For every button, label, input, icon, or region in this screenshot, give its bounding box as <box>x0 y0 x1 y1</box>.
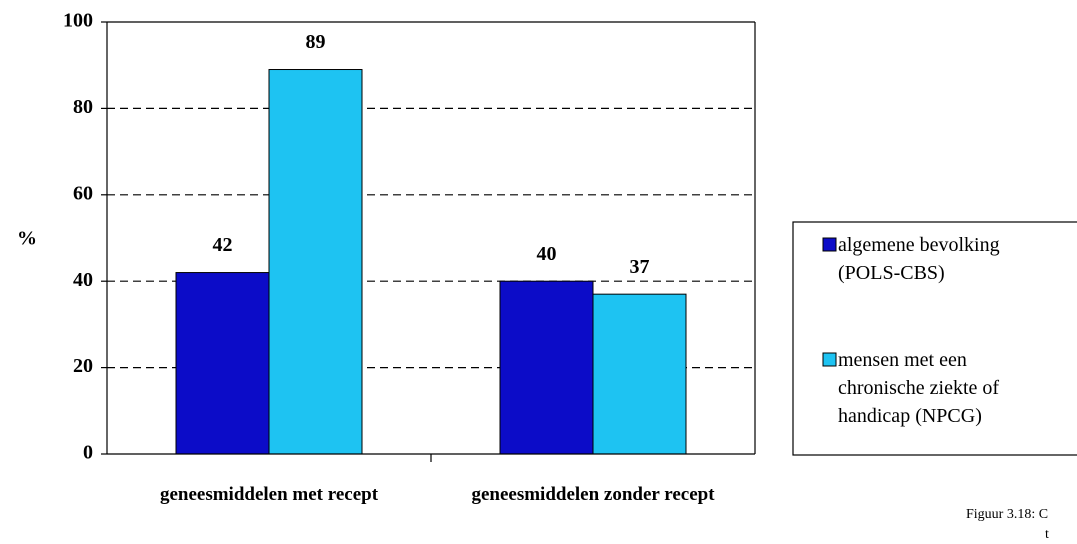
y-tick-label: 0 <box>83 442 93 464</box>
value-label: 89 <box>306 31 326 53</box>
legend-swatch <box>822 237 837 252</box>
legend-box <box>792 221 1077 456</box>
x-tick-label: geneesmiddelen met recept <box>159 484 379 505</box>
legend-label: mensen met een chronische ziekte of hand… <box>838 349 1000 427</box>
value-label: 37 <box>630 256 650 278</box>
bar <box>175 272 270 455</box>
y-tick-label: 80 <box>73 96 93 118</box>
value-label: 40 <box>537 243 557 265</box>
legend-swatch <box>822 352 837 367</box>
bar <box>268 69 363 455</box>
caption: t <box>1045 527 1049 542</box>
legend-label: algemene bevolking (POLS-CBS) <box>838 234 1000 284</box>
bar <box>592 293 687 455</box>
value-label: 42 <box>213 234 233 256</box>
y-axis-label: % <box>17 228 37 250</box>
y-tick-label: 100 <box>63 10 93 32</box>
y-tick-label: 60 <box>73 182 93 204</box>
x-tick-label: geneesmiddelen zonder recept <box>471 484 715 505</box>
y-tick-label: 40 <box>73 269 93 291</box>
y-tick-label: 20 <box>73 355 93 377</box>
bar <box>499 280 594 455</box>
caption: Figuur 3.18: C <box>966 507 1049 522</box>
